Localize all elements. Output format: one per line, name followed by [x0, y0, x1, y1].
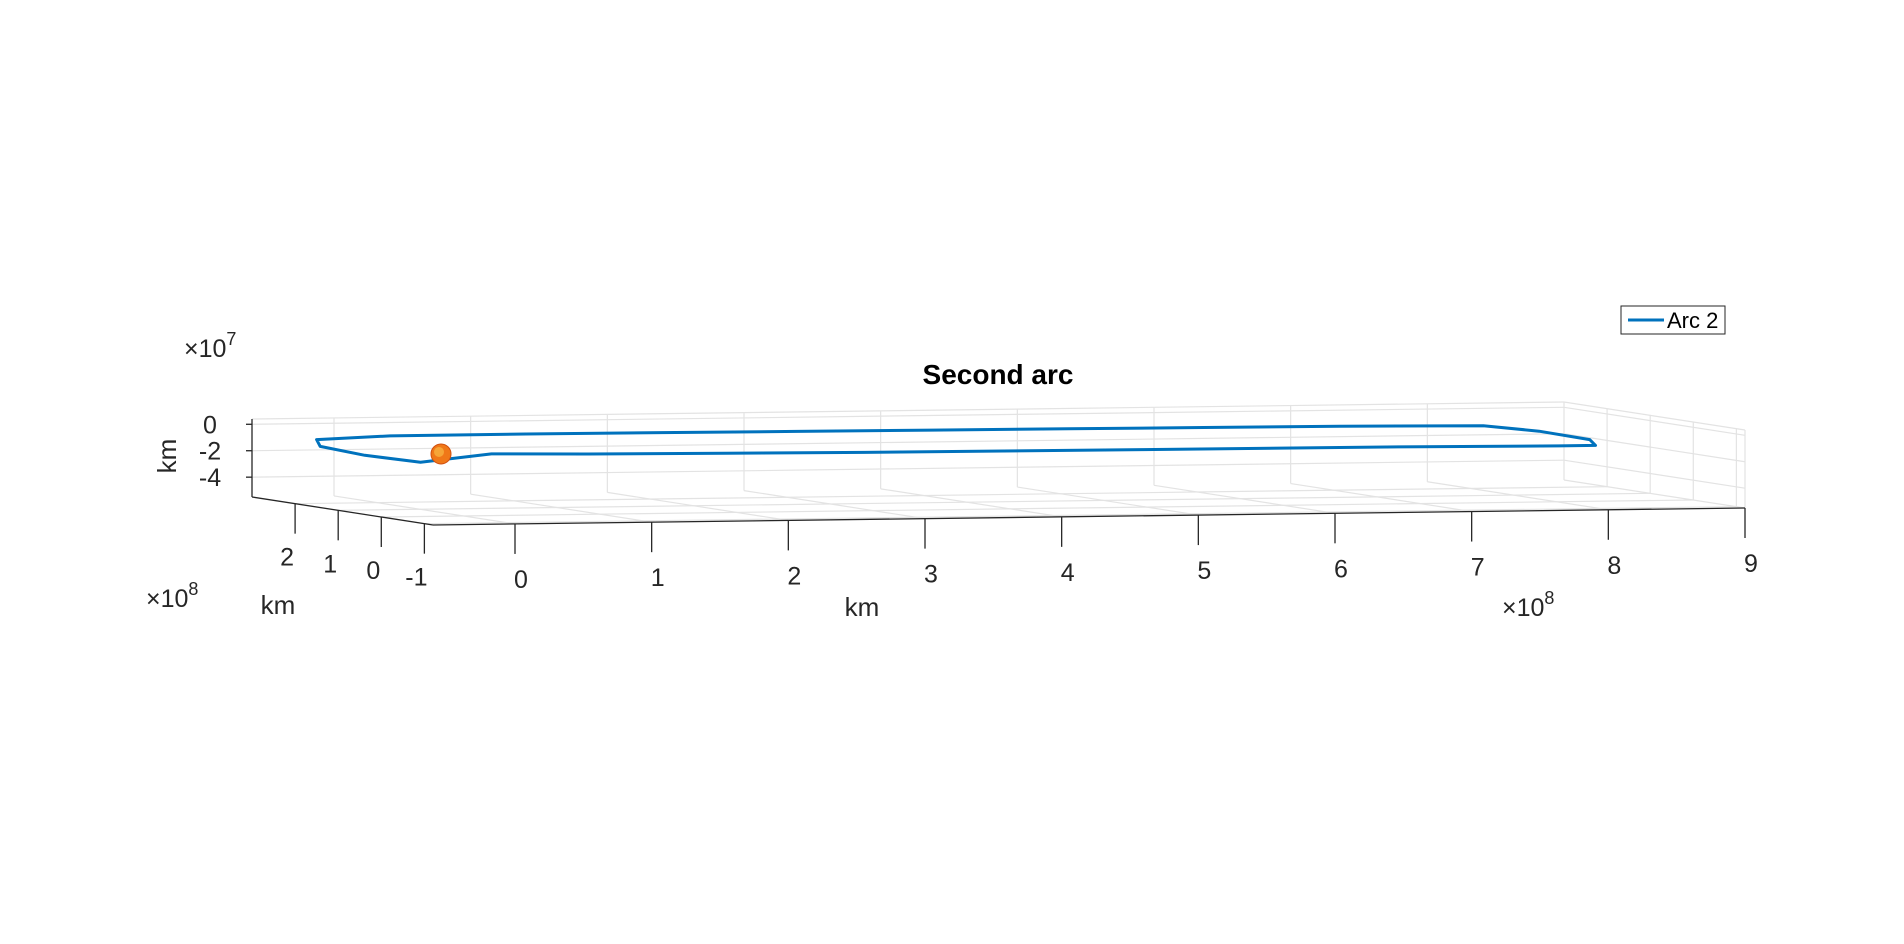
- sun-marker: [430, 443, 452, 465]
- grid-line-x-floor: [1017, 486, 1199, 516]
- marker-layer: [430, 443, 452, 465]
- grid-edge-top-back: [251, 401, 1565, 420]
- grid-line-z-back: [251, 433, 1565, 452]
- legend: Arc 2: [1620, 305, 1726, 335]
- x-tick-label: 1: [651, 564, 665, 592]
- grid-line-z-side: [1563, 406, 1746, 436]
- chart-title: Second arc: [923, 359, 1074, 390]
- grid-line-x-floor: [1427, 481, 1609, 511]
- y-tick-label: 2: [280, 544, 294, 572]
- grid-line-y-floor: [381, 499, 1694, 518]
- y-axis-line: [251, 496, 434, 526]
- grid-line-x-floor: [1563, 479, 1746, 509]
- grid-layer: [251, 401, 1746, 525]
- x-tick-label: 9: [1744, 550, 1758, 578]
- grid-line-x-floor: [470, 493, 652, 523]
- x-tick-label: 8: [1607, 552, 1621, 580]
- y-tick-label: 1: [323, 550, 337, 578]
- legend-entry-arc-2: Arc 2: [1667, 308, 1718, 333]
- axes-layer: [246, 419, 1746, 554]
- z-exponent-power: 7: [226, 329, 236, 349]
- x-exponent: ×108: [1502, 588, 1554, 622]
- svg-text:×107: ×107: [184, 329, 236, 363]
- x-tick-label: 7: [1471, 554, 1485, 582]
- z-exponent-base: ×10: [184, 335, 226, 363]
- y-tick-label: -1: [405, 564, 427, 592]
- y-exponent-base: ×10: [146, 585, 188, 613]
- grid-line-z-side: [1563, 459, 1746, 489]
- series-layer: [315, 424, 1597, 464]
- sun-rim: [430, 443, 452, 465]
- grid-line-y-floor: [338, 492, 1651, 511]
- x-tick-label: 0: [514, 566, 528, 594]
- grid-line-z-side: [1563, 433, 1746, 463]
- z-axis-label: km: [152, 439, 182, 474]
- x-tick-label: 6: [1334, 555, 1348, 583]
- y-tick-label: 0: [366, 557, 380, 585]
- y-axis-label: km: [261, 590, 296, 620]
- grid-line-y-floor: [295, 486, 1608, 505]
- series-line-arc-2: [315, 424, 1597, 464]
- x-tick-label: 2: [787, 562, 801, 590]
- grid-line-z-back: [251, 459, 1565, 478]
- y-exponent: ×108: [146, 579, 198, 613]
- y-exponent-power: 8: [188, 579, 198, 599]
- grid-line-x-floor: [1290, 482, 1472, 513]
- x-tick-label: 5: [1197, 557, 1211, 585]
- grid-line-x-floor: [880, 488, 1062, 518]
- svg-text:×108: ×108: [146, 579, 198, 613]
- z-exponent: ×107: [184, 329, 236, 363]
- grid-line-z-back: [251, 406, 1565, 425]
- sun-highlight: [434, 446, 444, 457]
- z-tick-label: 0: [203, 411, 217, 439]
- svg-text:×108: ×108: [1502, 588, 1554, 622]
- z-tick-label: -4: [199, 464, 221, 492]
- x-tick-label: 4: [1061, 559, 1075, 587]
- x-axis-line: [432, 507, 1746, 526]
- x-exponent-base: ×10: [1502, 594, 1544, 622]
- grid-line-x-floor: [743, 490, 926, 520]
- grid-line-y-floor: [424, 506, 1737, 525]
- z-tick-label: -2: [199, 438, 221, 466]
- grid-line-x-floor: [1153, 484, 1336, 514]
- x-exponent-power: 8: [1544, 588, 1554, 608]
- x-tick-label: 3: [924, 561, 938, 589]
- grid-edge-top-side: [1563, 401, 1746, 431]
- grid-line-x-floor: [607, 491, 789, 521]
- x-axis-label: km: [845, 592, 880, 622]
- grid-line-x-floor: [333, 495, 516, 525]
